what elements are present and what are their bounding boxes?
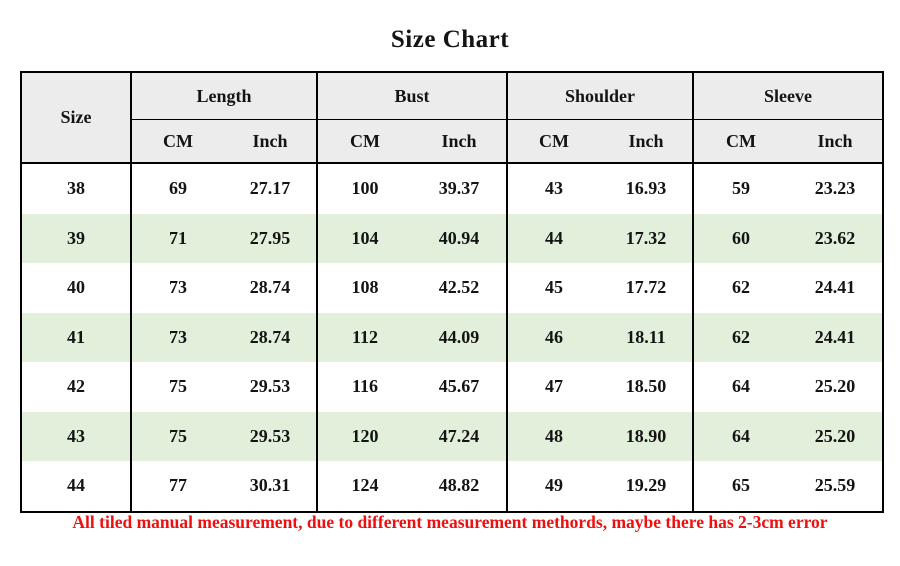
table-row: 39 71 27.95 104 40.94 44 17.32 60 23.62 — [21, 213, 884, 263]
cell-shoulder-cm: 46 — [506, 312, 601, 362]
subheader-length-cm: CM — [130, 119, 224, 164]
column-header-bust: Bust — [316, 72, 508, 120]
cell-sleeve-cm: 62 — [692, 263, 789, 313]
column-header-shoulder: Shoulder — [506, 72, 694, 120]
cell-bust-inch: 47.24 — [412, 411, 508, 461]
cell-sleeve-inch: 24.41 — [788, 312, 884, 362]
cell-sleeve-inch: 25.59 — [788, 461, 884, 512]
subheader-sleeve-inch: Inch — [788, 119, 884, 164]
cell-size: 38 — [21, 163, 131, 214]
cell-sleeve-cm: 59 — [692, 163, 789, 214]
cell-length-inch: 27.95 — [224, 213, 318, 263]
cell-size: 39 — [21, 213, 131, 263]
cell-size: 42 — [21, 362, 131, 412]
table-row: 41 73 28.74 112 44.09 46 18.11 62 24.41 — [21, 312, 884, 362]
cell-shoulder-cm: 43 — [506, 163, 601, 214]
page-title: Size Chart — [390, 26, 510, 53]
cell-length-cm: 73 — [130, 312, 224, 362]
sub-header-row: CM Inch CM Inch CM Inch CM Inch — [21, 119, 884, 164]
cell-shoulder-inch: 17.72 — [600, 263, 694, 313]
cell-length-cm: 75 — [130, 362, 224, 412]
cell-bust-inch: 48.82 — [412, 461, 508, 512]
cell-bust-inch: 39.37 — [412, 163, 508, 214]
cell-shoulder-inch: 19.29 — [600, 461, 694, 512]
subheader-bust-cm: CM — [316, 119, 413, 164]
table-row: 43 75 29.53 120 47.24 48 18.90 64 25.20 — [21, 411, 884, 461]
cell-sleeve-inch: 25.20 — [788, 411, 884, 461]
cell-size: 43 — [21, 411, 131, 461]
cell-sleeve-inch: 24.41 — [788, 263, 884, 313]
cell-sleeve-cm: 64 — [692, 362, 789, 412]
cell-length-cm: 69 — [130, 163, 224, 214]
cell-sleeve-cm: 64 — [692, 411, 789, 461]
cell-bust-inch: 40.94 — [412, 213, 508, 263]
cell-length-inch: 29.53 — [224, 362, 318, 412]
cell-shoulder-cm: 48 — [506, 411, 601, 461]
cell-length-inch: 28.74 — [224, 312, 318, 362]
cell-size: 40 — [21, 263, 131, 313]
column-header-size: Size — [21, 72, 131, 164]
table-row: 38 69 27.17 100 39.37 43 16.93 59 23.23 — [21, 163, 884, 214]
group-header-row: Size Length Bust Shoulder Sleeve — [21, 72, 884, 164]
cell-length-inch: 28.74 — [224, 263, 318, 313]
cell-sleeve-inch: 23.23 — [788, 163, 884, 214]
table-header: Size Length Bust Shoulder Sleeve CM Inch… — [21, 72, 884, 164]
table-row: 40 73 28.74 108 42.52 45 17.72 62 24.41 — [21, 263, 884, 313]
cell-bust-inch: 44.09 — [412, 312, 508, 362]
cell-bust-cm: 116 — [316, 362, 413, 412]
cell-sleeve-cm: 62 — [692, 312, 789, 362]
cell-length-inch: 30.31 — [224, 461, 318, 512]
cell-shoulder-cm: 49 — [506, 461, 601, 512]
cell-shoulder-cm: 45 — [506, 263, 601, 313]
cell-size: 41 — [21, 312, 131, 362]
subheader-length-inch: Inch — [224, 119, 318, 164]
cell-length-cm: 71 — [130, 213, 224, 263]
cell-bust-cm: 112 — [316, 312, 413, 362]
cell-shoulder-inch: 17.32 — [600, 213, 694, 263]
cell-shoulder-inch: 18.90 — [600, 411, 694, 461]
cell-length-inch: 27.17 — [224, 163, 318, 214]
cell-shoulder-inch: 16.93 — [600, 163, 694, 214]
cell-length-cm: 77 — [130, 461, 224, 512]
cell-size: 44 — [21, 461, 131, 512]
size-table-body: 38 69 27.17 100 39.37 43 16.93 59 23.23 … — [21, 163, 884, 512]
cell-bust-cm: 120 — [316, 411, 413, 461]
cell-shoulder-inch: 18.11 — [600, 312, 694, 362]
cell-sleeve-cm: 60 — [692, 213, 789, 263]
cell-sleeve-inch: 23.62 — [788, 213, 884, 263]
column-header-length: Length — [129, 72, 318, 120]
subheader-shoulder-inch: Inch — [600, 119, 694, 164]
cell-bust-cm: 108 — [316, 263, 413, 313]
cell-bust-cm: 104 — [316, 213, 413, 263]
size-chart-table: Size Length Bust Shoulder Sleeve CM Inch… — [20, 71, 885, 513]
cell-bust-cm: 100 — [316, 163, 413, 214]
cell-bust-inch: 42.52 — [412, 263, 508, 313]
cell-length-cm: 75 — [130, 411, 224, 461]
measurement-disclaimer: All tiled manual measurement, due to dif… — [72, 512, 828, 532]
table-row: 42 75 29.53 116 45.67 47 18.50 64 25.20 — [21, 362, 884, 412]
cell-shoulder-cm: 47 — [506, 362, 601, 412]
cell-sleeve-inch: 25.20 — [788, 362, 884, 412]
cell-shoulder-cm: 44 — [506, 213, 601, 263]
table-row: 44 77 30.31 124 48.82 49 19.29 65 25.59 — [21, 461, 884, 512]
cell-bust-inch: 45.67 — [412, 362, 508, 412]
subheader-bust-inch: Inch — [412, 119, 508, 164]
subheader-sleeve-cm: CM — [692, 119, 789, 164]
subheader-shoulder-cm: CM — [506, 119, 601, 164]
cell-shoulder-inch: 18.50 — [600, 362, 694, 412]
cell-sleeve-cm: 65 — [692, 461, 789, 512]
cell-length-cm: 73 — [130, 263, 224, 313]
column-header-sleeve: Sleeve — [692, 72, 884, 120]
cell-bust-cm: 124 — [316, 461, 413, 512]
cell-length-inch: 29.53 — [224, 411, 318, 461]
